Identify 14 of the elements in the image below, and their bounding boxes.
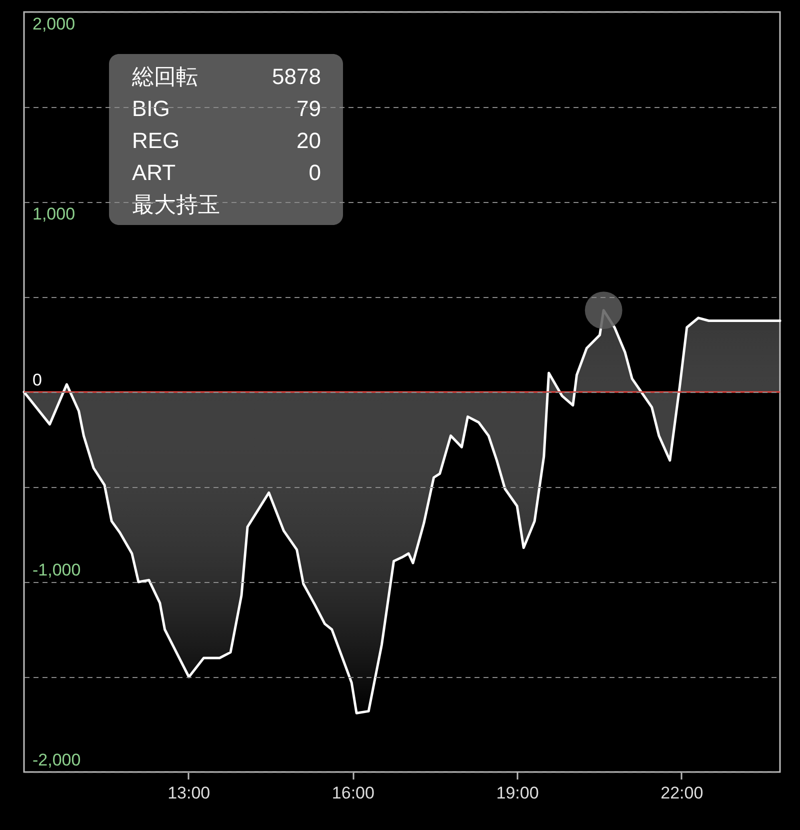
annotation: 最大持玉 [132, 192, 220, 217]
y-tick-label: -1,000 [32, 560, 81, 580]
x-tick-label: 22:00 [660, 784, 704, 802]
y-tick-label: 1,000 [32, 204, 76, 224]
text: 総回転 5878 [132, 64, 321, 89]
x-tick-label: 13:00 [168, 784, 210, 802]
y-tick-label: 0 [32, 370, 42, 390]
x-tick-label: 16:00 [332, 784, 374, 802]
text: ART 0 [132, 160, 321, 185]
y-tick-label: -2,000 [32, 750, 81, 770]
x-tick-label: 19:00 [496, 784, 539, 802]
text: REG 20 [132, 128, 321, 153]
y-tick-label: 2,000 [32, 14, 76, 34]
text: BIG 79 [132, 96, 321, 121]
